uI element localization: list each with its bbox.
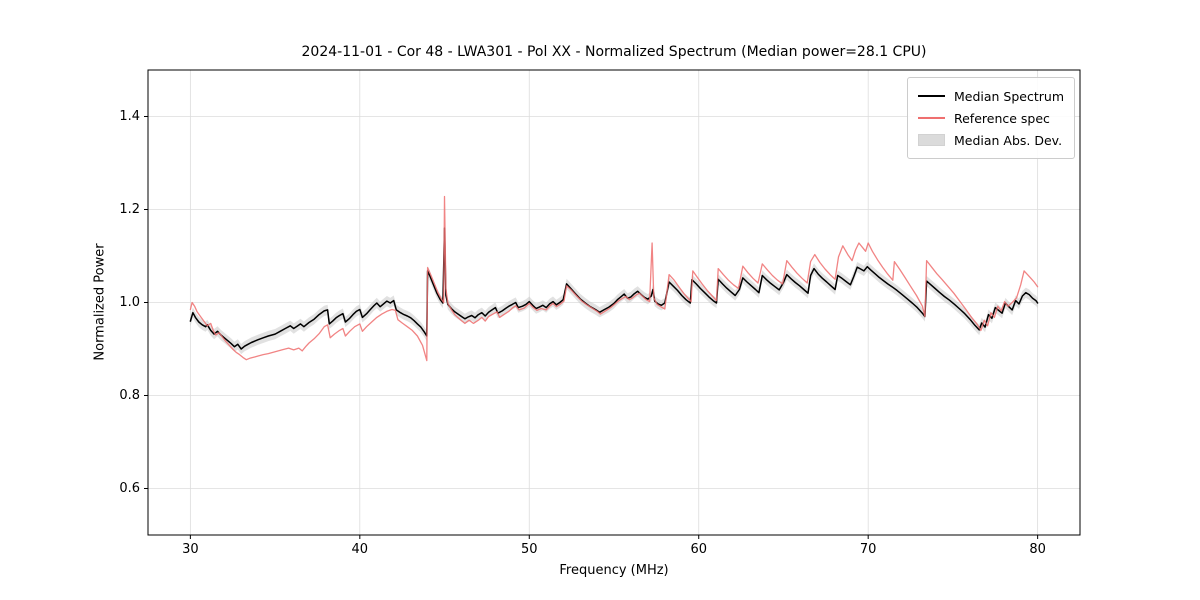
reference-spec-line [189,195,1039,362]
legend-label: Median Spectrum [953,88,1064,104]
legend-entry-median-spectrum: Median Spectrum [917,85,1064,107]
x-axis-label: Frequency (MHz) [559,563,669,578]
chart-title: 2024-11-01 - Cor 48 - LWA301 - Pol XX - … [301,44,927,60]
x-tick-label: 60 [690,542,707,557]
y-tick-label: 1.2 [119,202,140,217]
legend: Median Spectrum Reference spec Median Ab… [906,77,1075,159]
x-tick-label: 30 [182,542,199,557]
median-spectrum-line-swatch [917,94,945,98]
y-tick-label: 1.0 [119,295,140,310]
median-spectrum-line [189,227,1039,350]
x-tick-label: 40 [352,542,369,557]
reference-spec-line-swatch [917,116,945,120]
x-tick-label: 70 [860,542,877,557]
legend-label: Median Abs. Dev. [953,132,1063,148]
legend-entry-reference-spec: Reference spec [917,107,1064,129]
y-axis-label: Normalized Power [92,243,108,361]
x-tick-label: 50 [521,542,538,557]
x-tick-label: 80 [1029,542,1046,557]
y-tick-label: 1.4 [119,109,140,124]
y-tick-label: 0.8 [119,388,140,403]
legend-label: Reference spec [953,110,1050,126]
median-abs-dev-patch-swatch [917,134,945,146]
y-tick-label: 0.6 [119,481,140,496]
legend-entry-median-abs-dev: Median Abs. Dev. [917,129,1064,151]
